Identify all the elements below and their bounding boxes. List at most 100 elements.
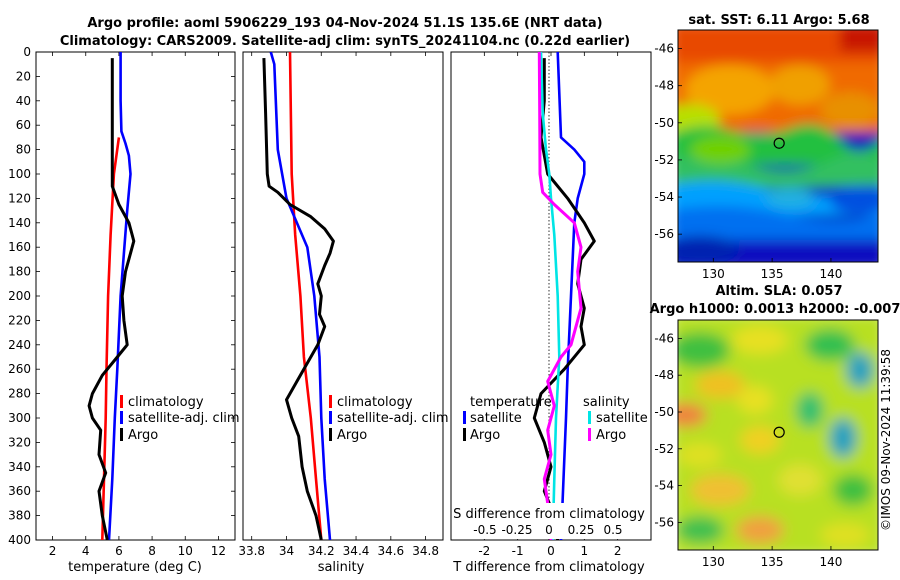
salinity-panel: 33.8 34 34.2 34.4 34.6 34.8 salinity climatol…	[238, 51, 449, 575]
legend-swatch-satellite	[329, 411, 332, 424]
map-y-tick-label: -50	[654, 405, 674, 419]
sla-map-frame	[677, 319, 879, 551]
s-difference-label: S difference from climatology	[453, 507, 645, 522]
legend-label-climatology: climatology	[128, 395, 204, 410]
depth-tick-label: 220	[8, 313, 31, 327]
salinity-xlabel: salinity	[318, 560, 365, 575]
map-x-tick-label: 135	[761, 555, 784, 569]
series-temperature-satellite	[556, 52, 586, 540]
depth-tick-label: 140	[8, 216, 31, 230]
sla-field	[678, 320, 878, 550]
map-y-tick-label: -56	[654, 227, 674, 241]
map-x-tick-label: 130	[702, 555, 725, 569]
series-satellite-adj-clim	[107, 52, 132, 540]
x-tick-label: 2	[49, 544, 57, 558]
map-y-tick-label: -50	[654, 116, 674, 130]
legend-label-argo: Argo	[128, 428, 158, 443]
s-tick: 0.25	[568, 523, 595, 537]
x-tick-label: 12	[211, 544, 226, 558]
figure-title-line2: Climatology: CARS2009. Satellite-adj cli…	[60, 34, 630, 49]
legend-swatch-climatology	[329, 395, 332, 408]
series-salinity-argo	[537, 52, 583, 540]
depth-tick-label: 280	[8, 387, 31, 401]
depth-tick-label: 160	[8, 240, 31, 254]
sst-field	[678, 30, 878, 262]
depth-tick-label: 300	[8, 411, 31, 425]
map-y-tick-label: -52	[654, 442, 674, 456]
sst-map-title: sat. SST: 6.11 Argo: 5.68	[688, 13, 869, 28]
legend-label-s-satellite: satellite	[596, 411, 648, 426]
depth-tick-label: 200	[8, 289, 31, 303]
difference-panel: -2 -1 0 1 2 T difference from climatology S …	[450, 51, 652, 575]
difference-lines	[532, 52, 596, 540]
s-tick: -0.5	[473, 523, 496, 537]
map-x-tick-label: 135	[761, 267, 784, 281]
depth-tick-label: 80	[16, 143, 31, 157]
x-tick-label: 1	[581, 544, 589, 558]
legend-swatch-s-satellite	[588, 411, 591, 424]
salinity-lines	[262, 52, 335, 540]
map-x-tick-label: 130	[702, 267, 725, 281]
legend-label-satellite: satellite-adj. clim	[337, 411, 449, 426]
map-y-tick-label: -54	[654, 479, 674, 493]
legend-swatch-climatology	[120, 395, 123, 408]
legend-label-climatology: climatology	[337, 395, 413, 410]
legend-title-temperature: temperature	[470, 395, 552, 410]
x-tick-label: 6	[115, 544, 123, 558]
depth-tick-label: 20	[16, 69, 31, 83]
depth-tick-label: 360	[8, 484, 31, 498]
legend-label-t-argo: Argo	[470, 428, 500, 443]
depth-tick-label: 240	[8, 338, 31, 352]
temperature-lines	[87, 52, 136, 540]
legend-label-argo: Argo	[337, 428, 367, 443]
secondary-axis-background	[452, 503, 650, 539]
temperature-x-axis: 2 4 6 8 10 12	[49, 52, 226, 558]
series-satellite-adj-clim	[269, 52, 332, 540]
argo-position-marker	[773, 137, 785, 149]
map-x-tick-label: 140	[819, 267, 842, 281]
sla-map: Altim. SLA: 0.057 Argo h1000: 0.0013 h20…	[650, 284, 900, 569]
depth-tick-label: 320	[8, 435, 31, 449]
series-climatology	[288, 52, 323, 540]
sst-map: sat. SST: 6.11 Argo: 5.68	[654, 13, 879, 281]
temperature-legend: climatology satellite-adj. clim Argo	[120, 395, 240, 443]
depth-tick-label: 40	[16, 94, 31, 108]
difference-legend: temperature satellite Argo salinity sate…	[463, 395, 648, 443]
x-tick-label: 0	[547, 544, 555, 558]
s-tick: 0.5	[603, 523, 622, 537]
map-y-tick-label: -56	[654, 515, 674, 529]
map-y-tick-label: -48	[654, 368, 674, 382]
sla-map-title-line1: Altim. SLA: 0.057	[716, 284, 843, 299]
sla-map-title-line2: Argo h1000: 0.0013 h2000: -0.007	[650, 302, 900, 317]
series-argo	[262, 58, 335, 540]
temperature-xlabel: temperature (deg C)	[68, 560, 202, 575]
depth-tick-label: 260	[8, 362, 31, 376]
map-x-tick-label: 140	[819, 555, 842, 569]
x-tick-label: 4	[82, 544, 90, 558]
depth-tick-label: 400	[8, 533, 31, 547]
legend-swatch-s-argo	[588, 428, 591, 441]
x-tick-label: 34.2	[308, 544, 335, 558]
timestamp: ©IMOS 09-Nov-2024 11:39:58	[879, 349, 893, 531]
legend-swatch-t-argo	[463, 428, 466, 441]
legend-label-t-satellite: satellite	[470, 411, 522, 426]
legend-swatch-argo	[329, 428, 332, 441]
legend-label-satellite: satellite-adj. clim	[128, 411, 240, 426]
x-tick-label: 8	[148, 544, 156, 558]
temperature-axes	[35, 51, 236, 541]
map-y-tick-label: -46	[654, 331, 674, 345]
x-tick-label: -2	[478, 544, 490, 558]
legend-swatch-argo	[120, 428, 123, 441]
x-tick-label: 34.4	[343, 544, 370, 558]
sst-map-frame	[677, 29, 879, 263]
s-tick: 0	[545, 523, 553, 537]
depth-tick-label: 180	[8, 265, 31, 279]
map-y-tick-label: -54	[654, 190, 674, 204]
map-y-tick-label: -46	[654, 42, 674, 56]
map-y-tick-label: -48	[654, 79, 674, 93]
legend-label-s-argo: Argo	[596, 428, 626, 443]
depth-tick-label: 380	[8, 509, 31, 523]
temperature-panel: 0204060801001201401601802002202402602803…	[8, 45, 651, 575]
x-tick-label: 10	[178, 544, 193, 558]
